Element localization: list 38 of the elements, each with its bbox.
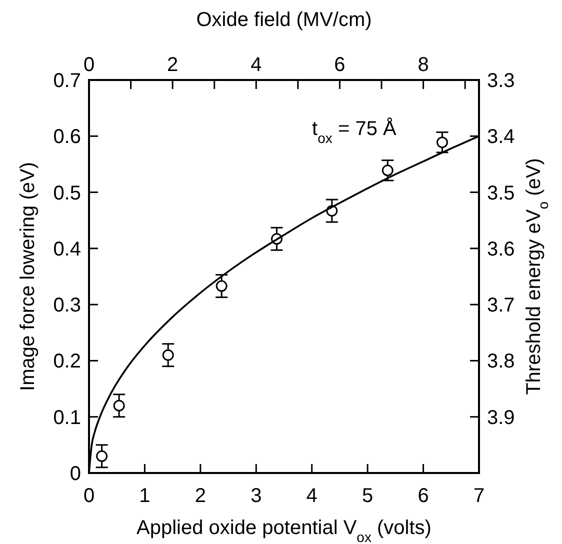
point — [162, 349, 174, 361]
point — [436, 136, 448, 148]
point — [382, 164, 394, 176]
y-tick-label: 0.1 — [53, 406, 81, 429]
x2-axis-title: Oxide field (MV/cm) — [196, 9, 372, 31]
y2-tick-label: 3.3 — [487, 70, 515, 92]
x-tick-label: 0 — [83, 485, 95, 507]
x-tick-label: 1 — [139, 485, 150, 507]
x-axis-title: Applied oxide potential V$_{ox}$ (volts) — [136, 517, 432, 544]
y-tick-label: 0.5 — [53, 182, 81, 204]
y-axis-title: Image force lowering (eV) — [17, 162, 39, 391]
x-tick-label: 3 — [250, 485, 262, 507]
x2-tick-label: 4 — [250, 54, 262, 76]
y-tick-label: 0.3 — [53, 294, 81, 317]
x-tick-label: 6 — [418, 485, 429, 507]
y2-tick-label: 3.8 — [487, 350, 515, 373]
y2-tick-label: 3.6 — [487, 238, 515, 260]
y2-tick-label: 3.9 — [487, 406, 515, 429]
y-tick-label: 0.6 — [53, 126, 81, 148]
y2-tick-label: 3.4 — [487, 126, 515, 148]
point — [96, 450, 108, 462]
x-tick-label: 4 — [306, 485, 318, 507]
y-tick-label: 0.4 — [53, 238, 81, 260]
point — [113, 400, 125, 412]
x2-tick-label: 0 — [83, 54, 95, 76]
x-tick-label: 7 — [473, 485, 485, 507]
annotation: t$_{ox}$ = 75 Å — [312, 117, 398, 146]
x2-tick-label: 8 — [418, 54, 429, 76]
y-tick-label: 0 — [70, 463, 81, 485]
x2-tick-label: 6 — [334, 54, 346, 76]
x2-tick-label: 2 — [167, 54, 178, 76]
y2-tick-label: 3.5 — [487, 182, 515, 204]
point — [216, 280, 228, 292]
y-tick-label: 0.7 — [53, 70, 81, 92]
y-tick-label: 0.2 — [53, 350, 81, 373]
x-tick-label: 2 — [194, 485, 206, 507]
x-tick-label: 5 — [362, 485, 374, 507]
y2-tick-label: 3.7 — [487, 294, 515, 317]
